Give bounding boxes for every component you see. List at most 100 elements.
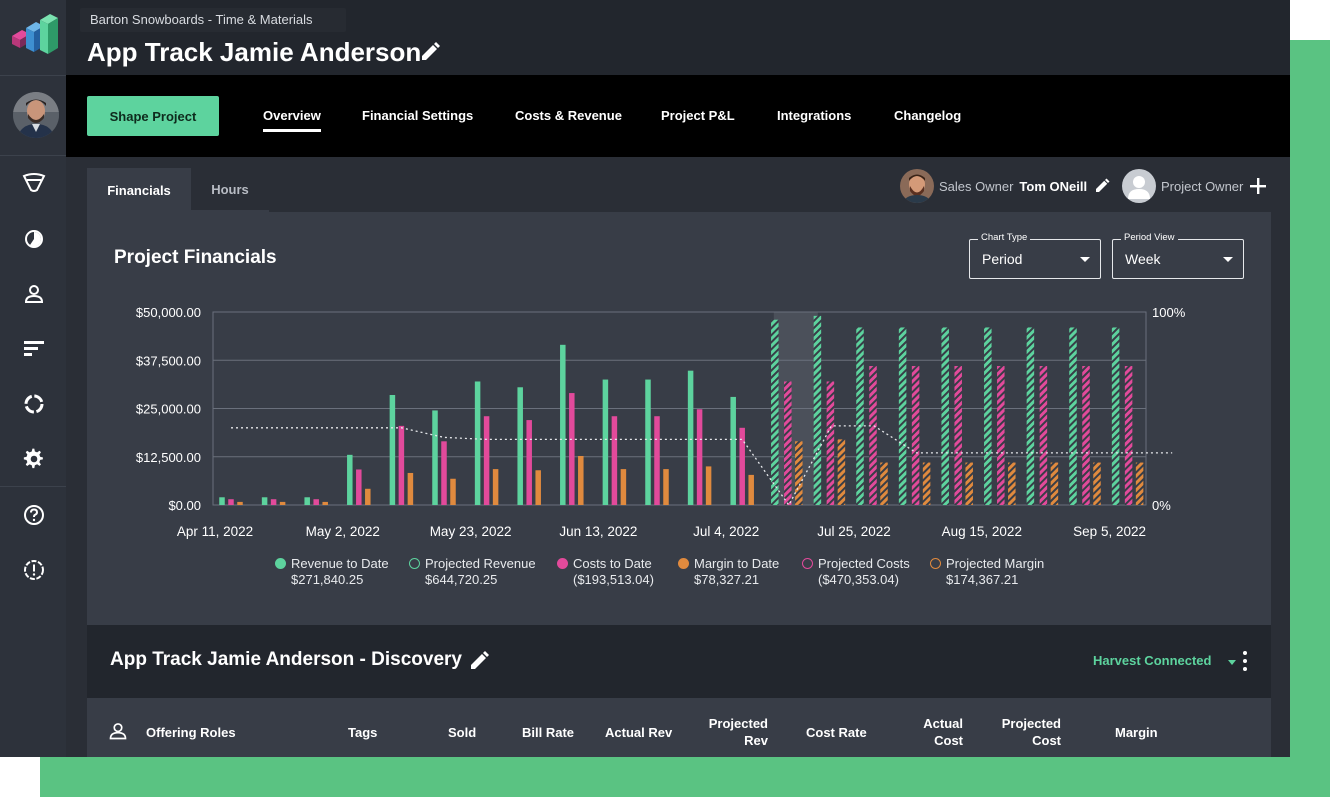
gear-icon[interactable]: [19, 444, 49, 474]
funnel-icon[interactable]: [19, 168, 49, 198]
rail-divider: [0, 155, 66, 156]
legend-projected-costs[interactable]: Projected Costs ($470,353.04): [802, 556, 910, 587]
bar-margin-to-date: [365, 488, 371, 505]
x-tick-label: May 2, 2022: [306, 524, 380, 539]
project-header: Barton Snowboards - Time & Materials App…: [66, 0, 1290, 75]
chart-type-value: Period: [982, 251, 1023, 267]
sales-owner[interactable]: Sales Owner Tom ONeill: [900, 169, 1111, 203]
bar-margin-to-date: [620, 469, 627, 505]
bar-costs-to-date: [441, 441, 447, 505]
bar-projected-margin: [1135, 462, 1144, 505]
legend-label: Costs to Date: [573, 556, 652, 571]
bars-icon[interactable]: [19, 334, 49, 364]
more-options-icon[interactable]: [1238, 649, 1252, 673]
legend-dot: [802, 558, 813, 569]
plus-icon[interactable]: [1249, 177, 1267, 195]
column-header-cost-rate[interactable]: Cost Rate: [806, 725, 867, 740]
pencil-icon[interactable]: [467, 649, 491, 673]
bar-revenue-to-date: [389, 394, 396, 505]
ring-icon[interactable]: [19, 389, 49, 419]
tab-costs-revenue[interactable]: Costs & Revenue: [515, 108, 622, 123]
tab-project-pl[interactable]: Project P&L: [661, 108, 735, 123]
y-tick-label: $0.00: [168, 498, 201, 513]
legend-dot: [409, 558, 420, 569]
bar-costs-to-date: [526, 420, 532, 505]
legend-label: Margin to Date: [694, 556, 780, 571]
rail-divider: [0, 486, 66, 487]
shape-project-button[interactable]: Shape Project: [87, 96, 219, 136]
x-tick-label: Jul 4, 2022: [693, 524, 759, 539]
sales-owner-avatar: [900, 169, 934, 203]
bar-revenue-to-date: [517, 387, 523, 505]
column-header-bill-rate[interactable]: Bill Rate: [522, 725, 575, 740]
harvest-connected-dropdown[interactable]: Harvest Connected: [1093, 653, 1212, 668]
bar-revenue-to-date: [645, 379, 651, 505]
column-header-sold[interactable]: Sold: [448, 725, 477, 740]
bar-margin-to-date: [492, 469, 499, 505]
legend-dot: [275, 558, 286, 569]
legend-projected-revenue[interactable]: Projected Revenue $644,720.25: [409, 556, 536, 587]
column-header-tags[interactable]: Tags: [348, 725, 378, 740]
legend-projected-margin[interactable]: Projected Margin $174,367.21: [930, 556, 1044, 587]
chevron-down-icon: [1228, 660, 1236, 665]
bar-projected-margin: [922, 462, 931, 505]
bar-costs-to-date: [228, 499, 234, 505]
column-header-margin[interactable]: Margin: [1115, 725, 1158, 740]
bar-projected-margin: [1093, 462, 1101, 505]
tab-integrations[interactable]: Integrations: [777, 108, 852, 123]
bar-projected-margin: [1008, 462, 1016, 505]
financials-chart[interactable]: $50,000.00 $37,500.00 $25,000.00 $12,500.00…: [87, 212, 1271, 552]
pencil-icon[interactable]: [1093, 177, 1111, 195]
chart-type-select[interactable]: Chart Type Period: [969, 232, 1101, 279]
bar-projected-revenue: [941, 327, 949, 505]
y2-tick-label: 0%: [1152, 498, 1171, 513]
tab-financial-settings[interactable]: Financial Settings: [362, 108, 474, 123]
left-rail: [0, 0, 66, 757]
legend-costs-to-date[interactable]: Costs to Date ($193,513.04): [557, 556, 654, 587]
background-accent-bottom: [40, 757, 1330, 797]
column-header-offering-roles[interactable]: Offering Roles: [146, 725, 236, 740]
bar-revenue-to-date: [304, 497, 310, 505]
person-icon: [108, 721, 128, 741]
bar-margin-to-date: [279, 501, 286, 505]
legend-amount: $271,840.25: [291, 572, 364, 587]
column-header-projected-cost[interactable]: Projected Cost: [1001, 716, 1061, 748]
logo-icon[interactable]: [8, 14, 58, 60]
x-tick-label: Jun 13, 2022: [559, 524, 637, 539]
bar-revenue-to-date: [261, 497, 268, 505]
sales-owner-label: Sales Owner: [939, 178, 1014, 194]
tab-changelog[interactable]: Changelog: [894, 108, 962, 123]
bar-revenue-to-date: [432, 410, 438, 505]
tab-hours[interactable]: Hours: [191, 168, 269, 212]
person-icon[interactable]: [19, 279, 49, 309]
main-content: Financials Hours Sales Owner Tom ONeill …: [66, 157, 1290, 757]
bar-revenue-to-date: [730, 396, 736, 505]
chevron-down-icon: [1080, 257, 1090, 262]
legend-margin-to-date[interactable]: Margin to Date $78,327.21: [678, 556, 779, 587]
bar-projected-revenue: [856, 327, 864, 505]
alert-icon[interactable]: [19, 555, 49, 585]
bar-projected-costs: [1039, 366, 1048, 505]
pencil-icon[interactable]: [418, 40, 442, 64]
project-owner[interactable]: Project Owner: [1122, 169, 1267, 203]
user-avatar[interactable]: [13, 92, 59, 138]
pie-chart-icon[interactable]: [19, 224, 49, 254]
bar-costs-to-date: [611, 416, 618, 505]
breadcrumb[interactable]: Barton Snowboards - Time & Materials: [80, 8, 346, 32]
tab-overview[interactable]: Overview: [263, 108, 321, 132]
project-owner-label: Project Owner: [1161, 178, 1244, 194]
legend-revenue-to-date[interactable]: Revenue to Date $271,840.25: [275, 556, 389, 587]
legend-label: Projected Margin: [946, 556, 1045, 571]
bar-margin-to-date: [705, 466, 712, 505]
period-view-select[interactable]: Period View Week: [1112, 232, 1244, 279]
column-header-actual-rev[interactable]: Actual Rev: [605, 725, 673, 740]
column-header-actual-cost[interactable]: Actual Cost: [923, 716, 963, 748]
bar-margin-to-date: [748, 474, 754, 505]
sales-owner-name: Tom ONeill: [1019, 178, 1088, 194]
discovery-header: App Track Jamie Anderson - Discovery Har…: [87, 625, 1271, 698]
tab-financials[interactable]: Financials: [87, 168, 191, 212]
offering-roles-table-header: Offering Roles Tags Sold Bill Rate Actua…: [87, 698, 1271, 757]
help-icon[interactable]: [19, 500, 49, 530]
column-header-projected-rev[interactable]: Projected Rev: [708, 716, 768, 748]
bar-projected-margin: [795, 441, 803, 505]
